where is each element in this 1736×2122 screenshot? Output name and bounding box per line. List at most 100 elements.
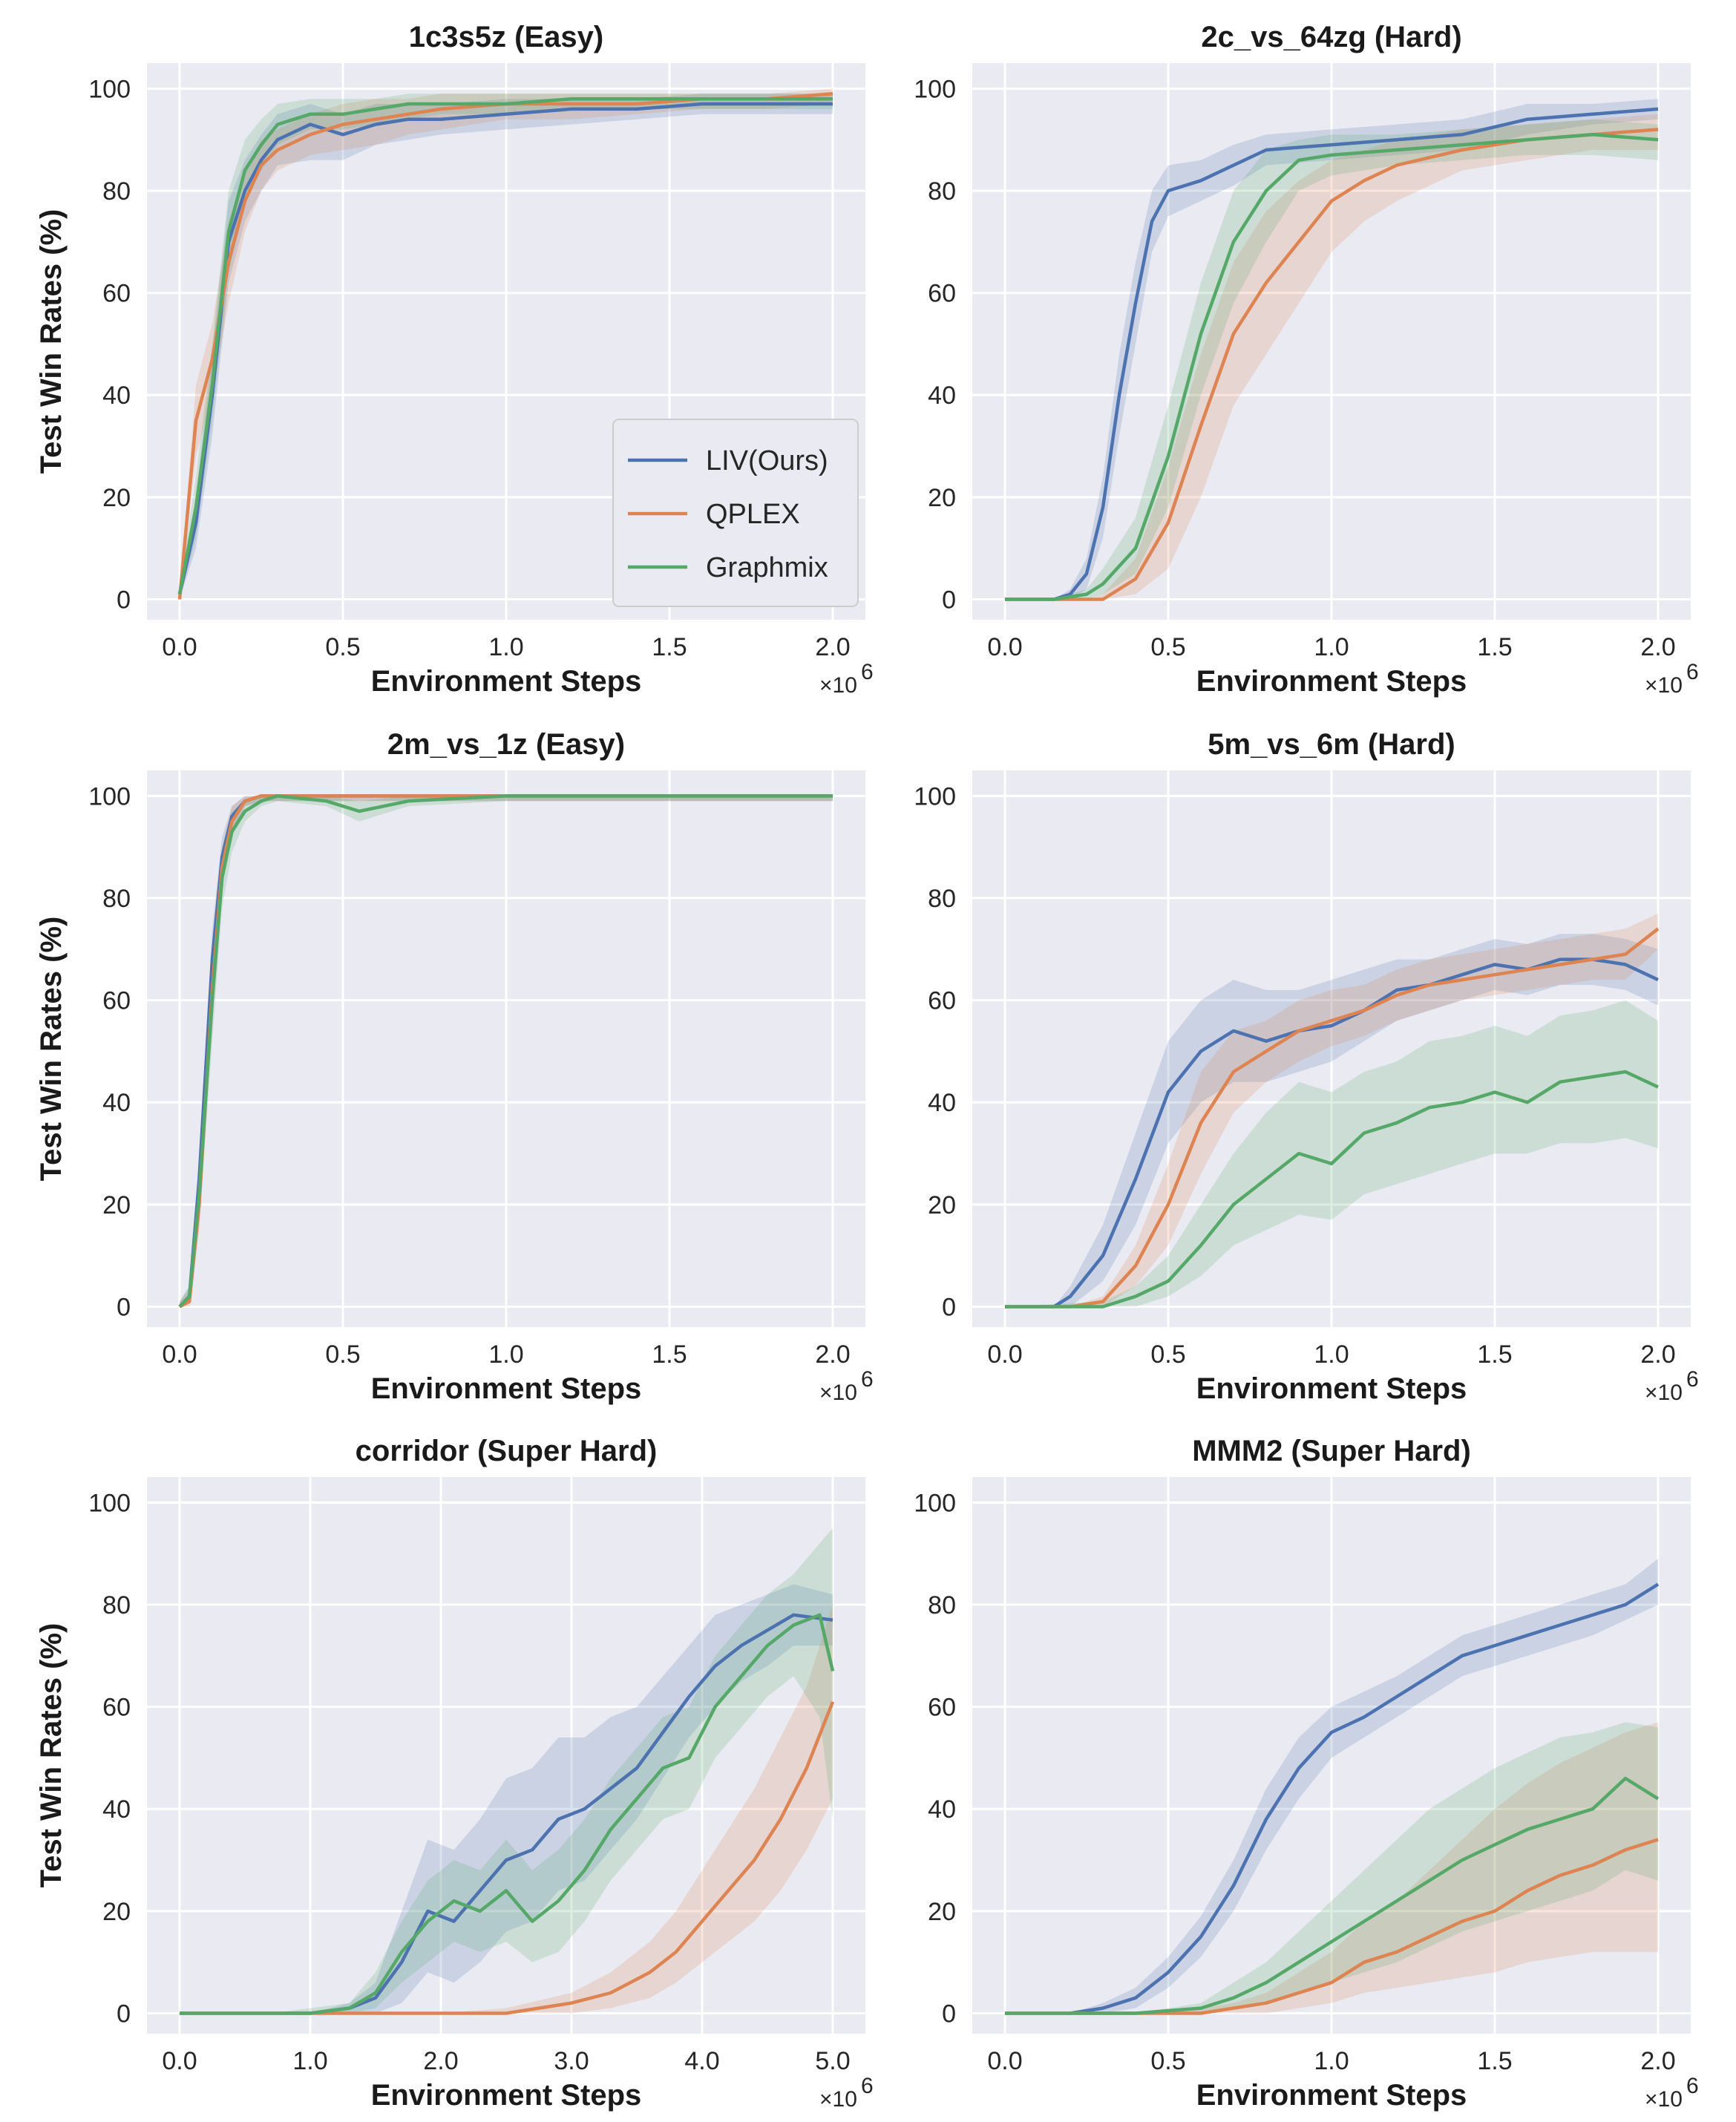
x-axis-label: Environment Steps: [371, 665, 642, 698]
y-tick-label: 0: [942, 586, 956, 614]
x-tick-label: 2.0: [1640, 2047, 1675, 2075]
x-multiplier-base: ×10: [819, 1381, 857, 1405]
x-tick-label: 1.5: [1477, 633, 1512, 661]
chart-title: MMM2 (Super Hard): [1192, 1435, 1471, 1467]
y-tick-label: 80: [102, 1591, 131, 1620]
confidence-band-2: [180, 1527, 833, 2014]
x-tick-label: 1.0: [1314, 2047, 1349, 2075]
y-tick-label: 100: [88, 75, 131, 103]
y-tick-label: 20: [928, 484, 956, 512]
y-axis-label: Test Win Rates (%): [35, 917, 68, 1182]
x-tick-label: 1.5: [652, 633, 687, 661]
x-tick-label: 0.0: [162, 633, 197, 661]
x-tick-label: 2.0: [815, 633, 850, 661]
confidence-band-0: [1005, 934, 1658, 1307]
x-tick-label: 0.0: [987, 1340, 1022, 1369]
y-tick-label: 20: [102, 484, 131, 512]
chart-title: corridor (Super Hard): [356, 1435, 658, 1467]
series-line-0: [1005, 957, 1659, 1309]
y-tick-label: 20: [928, 1191, 956, 1219]
y-tick-label: 0: [117, 586, 131, 614]
chart-title: 1c3s5z (Easy): [409, 21, 603, 53]
series-line-1: [180, 1700, 835, 2015]
x-axis-label: Environment Steps: [371, 2079, 642, 2112]
y-tick-label: 0: [942, 2000, 956, 2028]
x-tick-label: 5.0: [815, 2047, 850, 2075]
y-tick-label: 0: [117, 2000, 131, 2028]
x-tick-label: 2.0: [1640, 1340, 1675, 1369]
x-tick-label: 0.0: [162, 1340, 197, 1369]
y-tick-label: 40: [928, 1795, 956, 1824]
chart-panel-5: 0.0 0.5 1.0 1.5 2.0 0 20 40 60 80 100 MMM2 (Super H…: [914, 1435, 1698, 2112]
legend-label-0: LIV(Ours): [706, 445, 828, 477]
y-axis-label: Test Win Rates (%): [35, 209, 68, 474]
y-tick-label: 60: [928, 280, 956, 308]
confidence-band-2: [1005, 1000, 1658, 1307]
chart-panel-2: 0.0 0.5 1.0 1.5 2.0 0 20 40 60 80 100 2m_vs_1z (Eas…: [35, 728, 874, 1405]
x-tick-label: 1.5: [652, 1340, 687, 1369]
x-tick-label: 0.0: [987, 633, 1022, 661]
x-tick-label: 0.5: [1150, 1340, 1185, 1369]
x-multiplier-base: ×10: [1645, 1381, 1683, 1405]
y-tick-label: 80: [928, 1591, 956, 1620]
series-line-0: [1005, 1582, 1660, 2015]
x-axis-label: Environment Steps: [1196, 2079, 1467, 2112]
confidence-band-1: [1005, 913, 1658, 1307]
x-tick-label: 0.0: [162, 2047, 197, 2075]
chart-panel-3: 0.0 0.5 1.0 1.5 2.0 0 20 40 60 80 100 5m_vs_6m (Har…: [914, 728, 1698, 1405]
x-multiplier-base: ×10: [1645, 673, 1683, 698]
confidence-band-0: [180, 1584, 833, 2014]
x-multiplier-exponent: 6: [1686, 2074, 1699, 2098]
y-tick-label: 40: [928, 1089, 956, 1117]
y-axis-label: Test Win Rates (%): [35, 1623, 68, 1888]
series-line-1: [1005, 1838, 1659, 2015]
y-tick-label: 60: [928, 987, 956, 1015]
y-tick-label: 60: [102, 280, 131, 308]
x-multiplier-base: ×10: [819, 673, 857, 698]
y-tick-label: 80: [102, 177, 131, 206]
x-tick-label: 1.5: [1477, 1340, 1512, 1369]
series-line-2: [1005, 133, 1659, 601]
y-tick-label: 40: [102, 1089, 131, 1117]
chart-panel-0: 0.0 0.5 1.0 1.5 2.0 0 20 40 60 80 100 1c3s5z (Easy)…: [35, 21, 874, 698]
x-tick-label: 0.5: [1150, 633, 1185, 661]
x-multiplier-exponent: 6: [861, 2074, 874, 2098]
y-tick-label: 100: [88, 1489, 131, 1517]
confidence-band-0: [1005, 1559, 1658, 2014]
series-line-2: [180, 1613, 835, 2015]
series-line-2: [177, 96, 833, 595]
y-tick-label: 100: [914, 782, 956, 811]
confidence-band-2: [1005, 1722, 1658, 2014]
y-tick-label: 0: [117, 1293, 131, 1321]
legend-box: [612, 419, 859, 607]
x-tick-label: 0.5: [1150, 2047, 1185, 2075]
y-tick-label: 80: [928, 177, 956, 206]
y-tick-label: 100: [88, 782, 131, 811]
chart-panel-4: 0.0 1.0 2.0 3.0 4.0 5.0 0 20 40 60 80 100 corridor (…: [35, 1435, 874, 2112]
y-tick-label: 40: [928, 381, 956, 410]
confidence-band-2: [1005, 119, 1658, 600]
chart-title: 2c_vs_64zg (Hard): [1201, 21, 1461, 53]
x-tick-label: 2.0: [423, 2047, 458, 2075]
series-line-1: [1005, 927, 1660, 1309]
y-tick-label: 20: [928, 1898, 956, 1926]
y-tick-label: 80: [102, 885, 131, 913]
series-line-2: [1005, 1070, 1659, 1309]
x-tick-label: 0.0: [987, 2047, 1022, 2075]
x-tick-label: 1.0: [1314, 1340, 1349, 1369]
x-tick-label: 3.0: [554, 2047, 589, 2075]
x-multiplier-exponent: 6: [1686, 1367, 1699, 1392]
series-line-1: [1005, 128, 1659, 601]
x-tick-label: 2.0: [815, 1340, 850, 1369]
y-tick-label: 100: [914, 1489, 956, 1517]
confidence-band-1: [1005, 114, 1658, 600]
x-axis-label: Environment Steps: [1196, 665, 1467, 698]
y-tick-label: 40: [102, 381, 131, 410]
legend-label-1: QPLEX: [706, 499, 800, 530]
x-tick-label: 1.0: [488, 1340, 523, 1369]
series-line-0: [180, 1613, 833, 2015]
y-tick-label: 60: [102, 1694, 131, 1722]
x-multiplier-base: ×10: [819, 2087, 857, 2112]
x-multiplier-exponent: 6: [1686, 660, 1699, 684]
y-tick-label: 60: [102, 987, 131, 1015]
